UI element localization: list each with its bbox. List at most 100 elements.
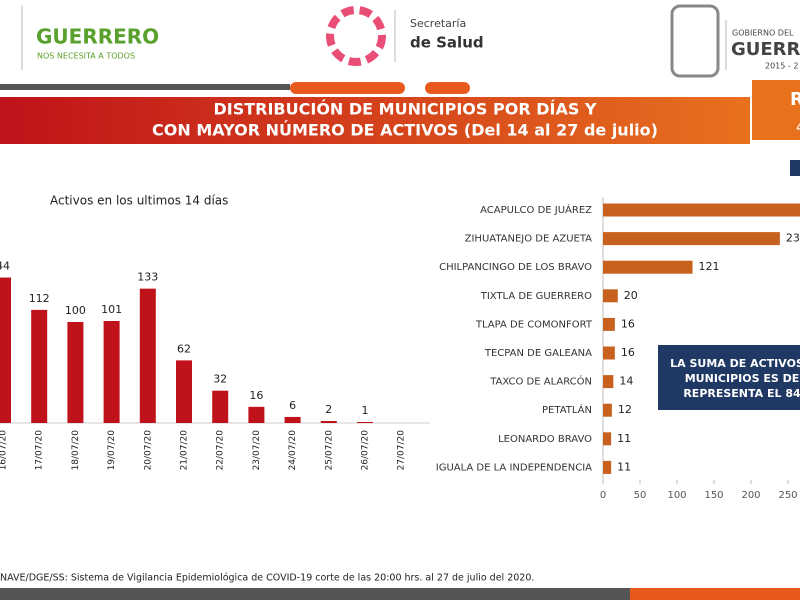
bar: [139, 288, 156, 423]
logo: [326, 6, 386, 66]
bar: [603, 260, 693, 274]
x-tick-label: 100: [667, 490, 686, 501]
side-marker: [790, 160, 800, 176]
x-tick-label: 250: [778, 490, 797, 501]
gobierno: GUERR: [731, 39, 800, 60]
y-tick-label: ACAPULCO DE JUÁREZ: [480, 203, 592, 216]
x-tick-label: 22/07/20: [216, 430, 226, 471]
footer-band: [630, 588, 800, 600]
x-tick-label: 18/07/20: [71, 430, 81, 471]
note: MUNICIPIOS ES DE: [685, 372, 800, 385]
bar: [176, 360, 192, 423]
footer-band: [0, 588, 630, 600]
brand: GUERRERO: [36, 25, 159, 49]
x-tick-label: 17/07/20: [35, 430, 45, 471]
x-tick-label: 25/07/20: [324, 430, 334, 471]
bar: [284, 416, 301, 423]
y-tick-label: IGUALA DE LA INDEPENDENCIA: [436, 462, 592, 473]
header-stripe: [0, 84, 290, 90]
x-tick-label: 19/07/20: [107, 430, 117, 471]
data-label: 62: [177, 342, 191, 355]
data-label: 20: [624, 289, 638, 302]
y-tick-label: TLAPA DE COMONFORT: [475, 319, 593, 330]
y-tick-label: PETATLÁN: [542, 403, 592, 416]
data-label: 12: [618, 403, 632, 416]
y-tick-label: ZIHUATANEJO DE AZUETA: [465, 234, 593, 245]
data-label: 1: [362, 404, 369, 417]
y-tick-label: TIXTLA DE GUERRERO: [480, 291, 592, 302]
bar: [31, 309, 48, 423]
side-box-text: R: [790, 89, 800, 110]
title: DISTRIBUCIÓN DE MUNICIPIOS POR DÍAS Y: [213, 100, 596, 119]
header-bg: [0, 0, 800, 80]
bar: [67, 322, 84, 423]
data-label: 6: [289, 399, 296, 412]
x-tick-label: 27/07/20: [397, 430, 407, 471]
data-label: 133: [137, 271, 158, 284]
data-label: 2: [325, 403, 332, 416]
header-stripe: [290, 82, 405, 94]
x-tick-label: 150: [704, 490, 723, 501]
footer: NAVE/DGE/SS: Sistema de Vigilancia Epide…: [0, 573, 534, 584]
gobierno: GOBIERNO DEL: [732, 29, 794, 38]
x-tick-label: 21/07/20: [180, 430, 190, 471]
x-tick-label: 23/07/20: [252, 430, 262, 471]
x-tick-label: 20/07/20: [143, 430, 153, 471]
note: REPRESENTA EL 84: [683, 387, 800, 400]
x-tick-label: 16/07/20: [0, 430, 9, 471]
bar: [603, 317, 615, 331]
title: CON MAYOR NÚMERO DE ACTIVOS (Del 14 al 2…: [152, 121, 658, 140]
data-label: 112: [29, 292, 50, 305]
slogan: NOS NECESITA A TODOS: [37, 52, 135, 61]
note-box: [658, 345, 800, 410]
x-tick-label: 200: [741, 490, 760, 501]
data-label: 44: [0, 260, 10, 273]
data-label: 32: [213, 373, 227, 386]
header-stripe: [425, 82, 470, 94]
secretaria: Secretaría: [410, 17, 466, 30]
crest: [670, 4, 720, 78]
charts: 4416/07/2011217/07/2010018/07/2010119/07…: [0, 197, 800, 501]
side-box-text: 4: [796, 120, 800, 136]
bar: [320, 420, 337, 423]
x-tick-label: 26/07/20: [361, 430, 371, 471]
data-label: 101: [101, 303, 122, 316]
data-label: 16: [249, 389, 263, 402]
y-tick-label: CHILPANCINGO DE LOS BRAVO: [439, 262, 592, 273]
data-label: 23: [786, 232, 800, 245]
bar: [603, 375, 614, 389]
bar: [357, 421, 373, 423]
bar: [248, 406, 265, 423]
side-box: [752, 80, 800, 140]
x-tick-label: 24/07/20: [288, 430, 298, 471]
y-tick-label: TECPAN DE GALEANA: [484, 348, 592, 359]
data-label: 16: [621, 346, 635, 359]
bar: [0, 277, 11, 423]
y-tick-label: LEONARDO BRAVO: [498, 434, 592, 445]
bar: [603, 203, 800, 217]
secretaria: de Salud: [410, 34, 484, 52]
x-tick-label: 0: [600, 490, 606, 501]
data-label: 100: [65, 304, 86, 317]
gobierno: 2015 - 2: [765, 62, 798, 71]
data-label: 11: [617, 460, 631, 473]
title-band: [0, 97, 750, 144]
y-tick-label: TAXCO DE ALARCÓN: [489, 375, 592, 388]
note: LA SUMA DE ACTIVOS: [670, 357, 800, 370]
data-label: 121: [699, 260, 720, 273]
data-label: 16: [621, 317, 635, 330]
bar: [212, 390, 229, 423]
bar: [603, 232, 780, 246]
bar: [603, 346, 615, 360]
bar: [603, 289, 618, 303]
bar: [603, 403, 612, 417]
chart-title: Activos en los ultimos 14 días: [50, 194, 228, 208]
bar: [603, 460, 612, 474]
x-tick-label: 50: [634, 490, 647, 501]
bar: [603, 432, 612, 446]
data-label: 14: [619, 375, 633, 388]
bar: [103, 320, 120, 423]
data-label: 11: [617, 432, 631, 445]
